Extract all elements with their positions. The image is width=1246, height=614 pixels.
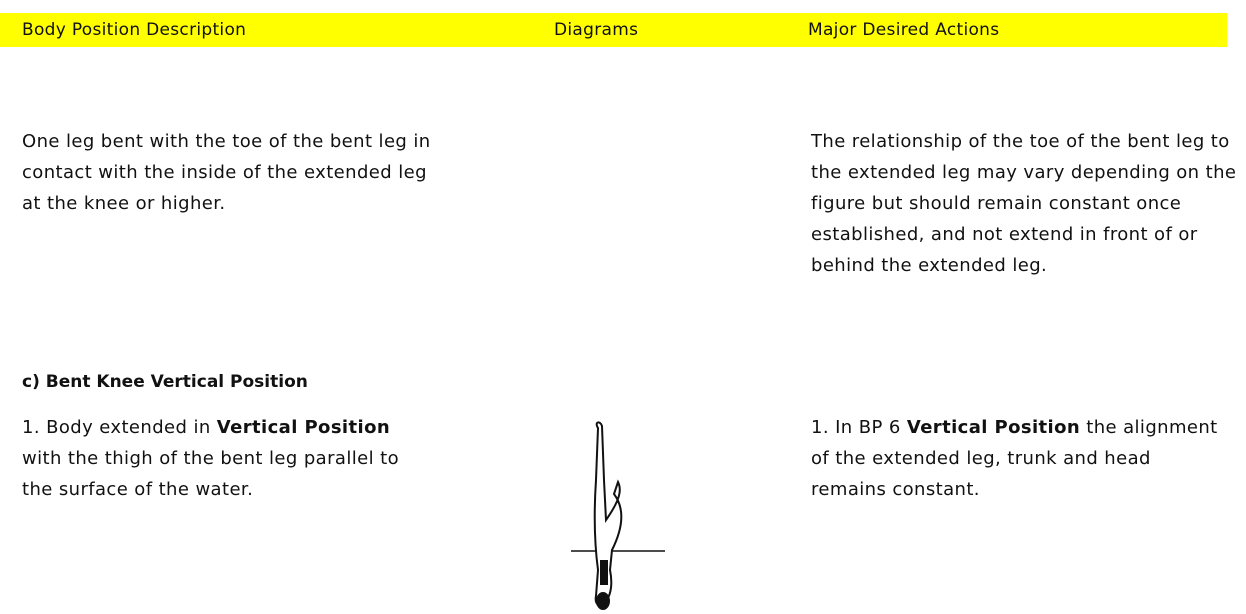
column-header: Major Desired Actions <box>808 20 1000 40</box>
text: The relationship of the toe of the bent … <box>811 131 1237 276</box>
text: the alignment of the extended leg, trunk… <box>811 417 1218 500</box>
section-title: c) Bent Knee Vertical Position <box>22 372 308 392</box>
column-header: Diagrams <box>554 20 639 40</box>
header-bar: Body Position Description Diagrams Major… <box>0 13 1227 47</box>
text: 1. In BP 6 <box>811 417 907 438</box>
text: 1. Body extended in <box>22 417 217 438</box>
description: One leg bent with the toe of the bent le… <box>22 126 442 219</box>
diagram <box>571 421 665 610</box>
description: 1. Body extended in Vertical Position wi… <box>22 412 422 505</box>
text: One leg bent with the toe of the bent le… <box>22 131 431 214</box>
bold-text: Vertical Position <box>906 417 1081 438</box>
bold-text: Vertical Position <box>216 417 391 438</box>
actions: 1. In BP 6 Vertical Position the alignme… <box>811 412 1231 505</box>
actions: The relationship of the toe of the bent … <box>811 126 1241 281</box>
column-header: Body Position Description <box>22 20 247 40</box>
text: with the thigh of the bent leg parallel … <box>22 448 399 500</box>
